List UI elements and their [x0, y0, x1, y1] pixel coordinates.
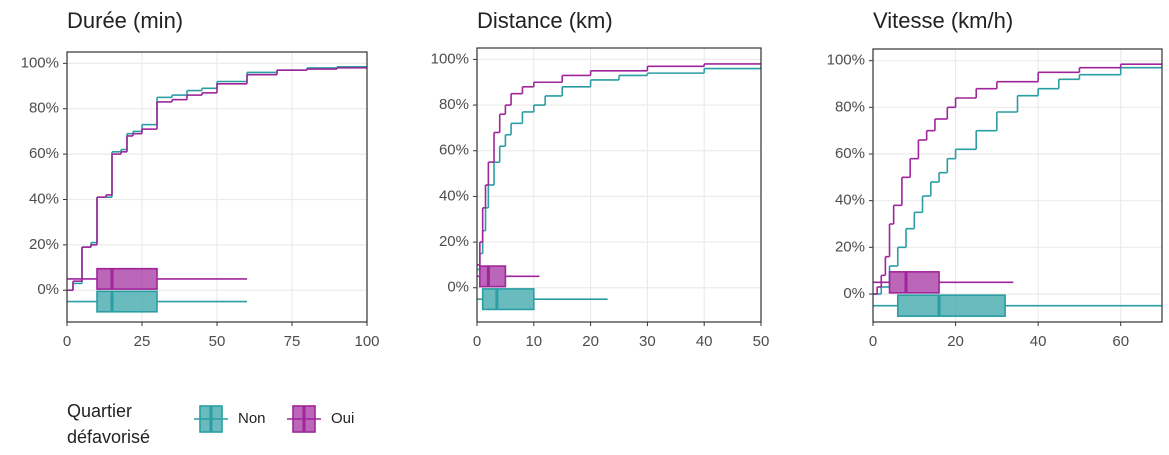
x-tick-label: 20 — [947, 333, 964, 350]
panel-border — [872, 48, 1163, 323]
box — [888, 271, 940, 294]
x-tick-label: 100 — [354, 333, 379, 350]
plot-area — [67, 65, 367, 313]
x-tick-label: 50 — [209, 333, 226, 350]
y-tick-label: 40% — [29, 190, 59, 207]
x-tick-label: 25 — [134, 333, 151, 350]
y-tick-label: 20% — [835, 238, 865, 255]
x-tick-label: 30 — [639, 333, 656, 350]
y-tick-label: 80% — [439, 96, 469, 113]
y-tick-label: 0% — [843, 285, 865, 302]
x-tick-label: 60 — [1112, 333, 1129, 350]
panel-title: Distance (km) — [477, 8, 613, 33]
x-tick-label: 0 — [473, 333, 481, 350]
plot-area — [873, 63, 1162, 317]
y-tick-label: 60% — [835, 145, 865, 162]
panel-title: Durée (min) — [67, 8, 183, 33]
y-tick-label: 20% — [29, 236, 59, 253]
y-tick-label: 0% — [37, 281, 59, 298]
x-tick-label: 20 — [582, 333, 599, 350]
x-tick-label: 50 — [753, 333, 770, 350]
legend-title: Quartier — [67, 401, 132, 421]
legend-label: Oui — [331, 410, 354, 427]
y-tick-label: 40% — [439, 187, 469, 204]
x-tick-label: 40 — [696, 333, 713, 350]
box — [481, 288, 535, 311]
panel — [477, 48, 761, 322]
box — [479, 265, 507, 288]
box — [96, 290, 158, 313]
y-tick-label: 100% — [21, 54, 59, 71]
y-tick-label: 80% — [29, 100, 59, 117]
y-tick-label: 60% — [29, 145, 59, 162]
x-tick-label: 10 — [525, 333, 542, 350]
y-tick-label: 0% — [447, 279, 469, 296]
y-tick-label: 60% — [439, 142, 469, 159]
y-tick-label: 100% — [431, 50, 469, 67]
box — [896, 294, 1006, 317]
legend-label: Non — [238, 410, 266, 427]
legend-title: défavorisé — [67, 427, 150, 447]
box — [96, 267, 158, 290]
y-tick-label: 40% — [835, 192, 865, 209]
x-tick-label: 0 — [869, 333, 877, 350]
y-tick-label: 100% — [827, 52, 865, 69]
x-tick-label: 0 — [63, 333, 71, 350]
panel-border — [66, 51, 368, 323]
plot-area — [477, 62, 761, 311]
panel-title: Vitesse (km/h) — [873, 8, 1013, 33]
x-tick-label: 40 — [1030, 333, 1047, 350]
x-tick-label: 75 — [284, 333, 301, 350]
y-tick-label: 20% — [439, 233, 469, 250]
panel-border — [476, 47, 762, 323]
y-tick-label: 80% — [835, 98, 865, 115]
